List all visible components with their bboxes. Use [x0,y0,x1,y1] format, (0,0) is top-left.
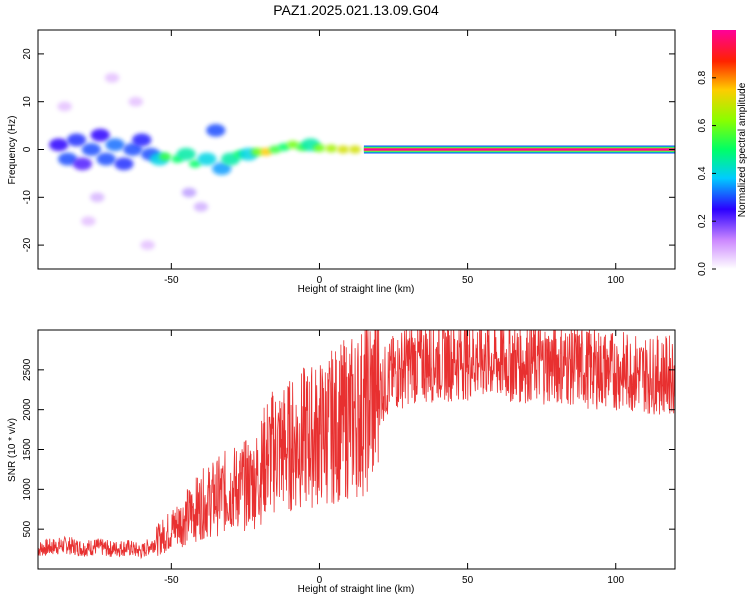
heatmap-blob [349,145,362,154]
heatmap-blob [197,152,217,166]
heatmap-blob [206,123,226,137]
y-tick-label: 0 [22,146,33,152]
spectrogram-panel: -50 0 50 100 -20 -10 0 10 20 Height of straight … [7,29,676,295]
heatmap-ridge [363,148,675,151]
heatmap-blob [123,143,143,156]
colorbar-tick-label: 0.8 [697,70,708,84]
heatmap-blob [58,152,78,166]
heatmap-blob [325,144,338,153]
snr-ylabel: SNR (10 * v/v) [7,418,18,482]
heatmap-blob [90,192,105,203]
heatmap-blob [313,144,326,153]
x-tick-label: 50 [462,575,474,586]
y-tick-label: 2000 [22,398,33,421]
x-tick-label: -50 [164,575,179,586]
heatmap-blob [128,96,143,107]
heatmap-blob [181,187,197,198]
heatmap-blob [57,101,72,112]
heatmap-blob [337,145,350,154]
spectrogram-heatmap [49,73,675,250]
heatmap-blob [49,138,69,152]
heatmap-blob [251,147,264,156]
y-tick-label: -10 [22,190,33,205]
x-tick-label: -50 [164,275,179,286]
y-tick-label: 1500 [22,438,33,461]
snr-axes: -50 0 50 100 500 1000 1500 2000 2500 [22,330,675,586]
y-tick-label: 20 [22,48,33,60]
y-tick-label: 10 [22,96,33,108]
spectrogram-xlabel: Height of straight line (km) [298,284,415,295]
heatmap-blob [140,240,155,250]
snr-xlabel: Height of straight line (km) [298,584,415,595]
heatmap-blob [176,147,196,161]
colorbar-ticks: 0.0 0.2 0.4 0.6 0.8 [697,70,716,276]
colorbar-tick-label: 0.4 [697,166,708,180]
heatmap-blob [212,162,232,176]
snr-panel: -50 0 50 100 500 1000 1500 2000 2500 Height of s… [7,329,676,595]
y-tick-label: 1000 [22,478,33,501]
heatmap-blob [114,157,134,171]
heatmap-blob [105,138,125,152]
colorbar-tick-label: 0.6 [697,118,708,132]
x-tick-label: 50 [462,275,474,286]
colorbar-label: Normalized spectral amplitude [737,82,748,217]
heatmap-blob [193,202,209,212]
colorbar: 0.0 0.2 0.4 0.6 0.8 Normalized spectral ampl… [697,30,748,276]
colorbar-gradient [712,30,736,269]
heatmap-blob [72,157,93,171]
colorbar-tick-label: 0.0 [697,262,708,276]
figure-title: PAZ1.2025.021.13.09.G04 [273,2,439,18]
spectrogram-axes: -50 0 50 100 -20 -10 0 10 20 [22,30,675,286]
heatmap-blob [81,216,96,226]
y-tick-label: -20 [22,237,33,252]
spectrogram-ylabel: Frequency (Hz) [7,116,18,185]
x-tick-label: 100 [607,275,624,286]
y-tick-label: 2500 [22,358,33,381]
snr-plot-area [38,330,675,560]
x-tick-label: 0 [317,575,323,586]
colorbar-tick-label: 0.2 [697,214,708,228]
x-tick-label: 0 [317,275,323,286]
heatmap-blob [90,128,110,142]
heatmap-blob [132,133,152,147]
heatmap-blob [81,143,101,156]
heatmap-blob [96,152,116,166]
x-tick-label: 100 [607,575,624,586]
heatmap-blob [104,73,120,83]
y-tick-label: 500 [22,520,33,537]
heatmap-blob [189,159,202,168]
snr-series-line [38,330,675,560]
heatmap-blob [159,152,172,161]
heatmap-blob [66,133,87,147]
